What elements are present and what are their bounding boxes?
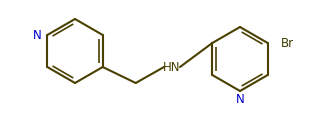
Text: Br: Br (281, 37, 294, 50)
Text: N: N (33, 29, 42, 42)
Text: HN: HN (163, 61, 181, 74)
Text: N: N (236, 93, 244, 106)
